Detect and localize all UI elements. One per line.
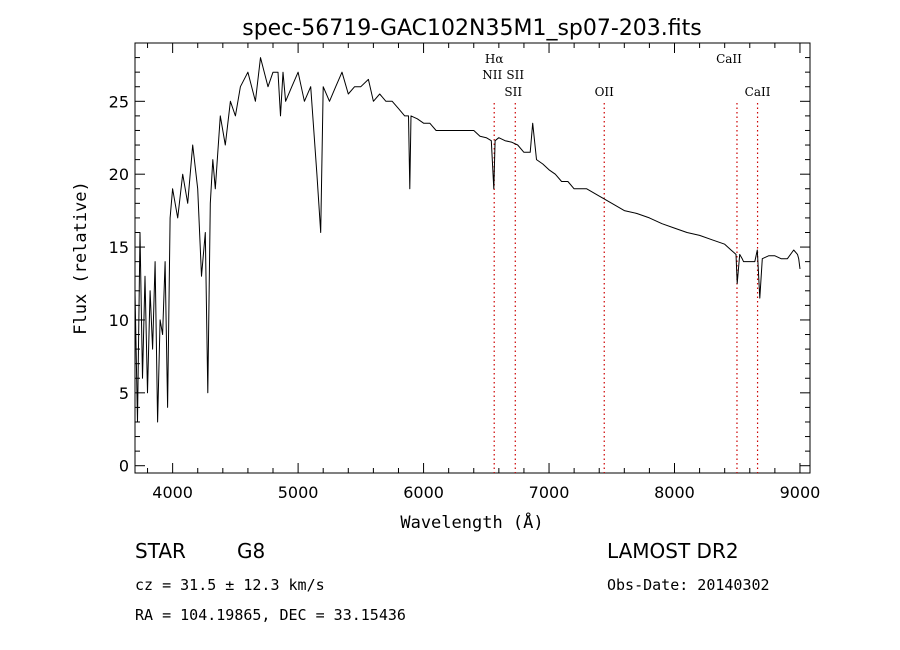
x-tick-label: 4000 (152, 483, 193, 502)
chart-title: spec-56719-GAC102N35M1_sp07-203.fits (242, 16, 702, 41)
y-tick-label: 10 (109, 311, 129, 330)
plot-frame (134, 42, 811, 474)
line-label: OII (595, 85, 615, 99)
line-label: SII (504, 85, 522, 99)
object-class: STAR (135, 539, 186, 563)
object-subclass: G8 (237, 539, 265, 563)
coordinates-readout: RA = 104.19865, DEC = 33.15436 (135, 606, 406, 624)
y-tick-label: 5 (119, 384, 129, 403)
spectrum-line (134, 57, 801, 423)
y-axis-label: Flux (relative) (71, 181, 91, 335)
y-tick-label: 25 (109, 92, 129, 111)
y-tick-label: 0 (119, 457, 129, 476)
x-tick-label: 7000 (529, 483, 570, 502)
y-tick-labels: 0 5 10 15 20 25 (109, 92, 129, 475)
x-tick-label: 9000 (780, 483, 821, 502)
line-label: CaII (745, 85, 771, 99)
line-label: NII (482, 68, 502, 82)
axis-ticks (135, 43, 810, 473)
line-label: Hα (485, 52, 504, 66)
emission-line-markers (493, 103, 759, 473)
spectrum-series (134, 57, 801, 423)
line-label: SII (506, 68, 524, 82)
redshift-readout: cz = 31.5 ± 12.3 km/s (135, 576, 325, 594)
x-tick-label: 8000 (654, 483, 695, 502)
line-label: CaII (716, 52, 742, 66)
y-tick-label: 15 (109, 238, 129, 257)
x-tick-labels: 4000 5000 6000 7000 8000 9000 (152, 483, 820, 502)
x-axis-label: Wavelength (Å) (400, 511, 543, 533)
x-tick-label: 5000 (278, 483, 319, 502)
observation-date: Obs-Date: 20140302 (607, 576, 770, 594)
x-tick-label: 6000 (403, 483, 444, 502)
survey-name: LAMOST DR2 (607, 539, 739, 563)
y-tick-label: 20 (109, 165, 129, 184)
